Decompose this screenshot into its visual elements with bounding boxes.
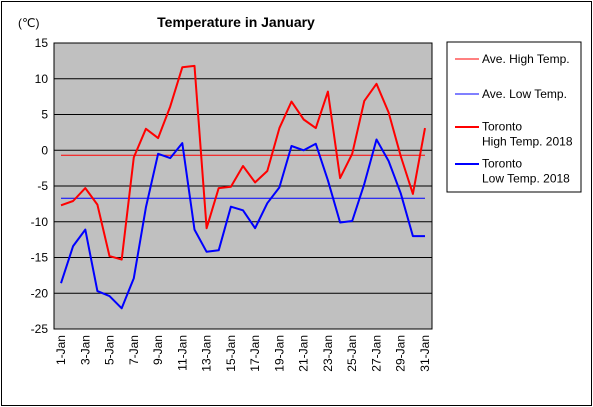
x-tick-label: 9-Jan	[151, 335, 165, 365]
legend-label: Ave. High Temp.	[482, 52, 570, 66]
y-axis-unit-label: (℃)	[18, 16, 39, 30]
legend	[446, 41, 582, 193]
legend-items: Ave. High Temp.Ave. Low Temp.TorontoHigh…	[455, 52, 573, 186]
y-tick-label: 0	[41, 143, 48, 157]
x-tick-label: 13-Jan	[200, 335, 214, 372]
x-tick-label: 23-Jan	[321, 335, 335, 372]
x-tick-label: 27-Jan	[369, 335, 383, 372]
y-tick-label: -25	[31, 322, 49, 336]
legend-label: Low Temp. 2018	[482, 172, 570, 186]
y-axis-ticks: 15 10 5 0 -5 -10 -15 -20 -25	[31, 36, 49, 336]
x-tick-label: 17-Jan	[248, 335, 262, 372]
y-tick-label: -15	[31, 251, 49, 265]
x-tick-label: 31-Jan	[418, 335, 432, 372]
y-tick-label: -5	[37, 179, 48, 193]
x-tick-label: 15-Jan	[224, 335, 238, 372]
y-tick-label: -20	[31, 286, 49, 300]
x-tick-label: 7-Jan	[127, 335, 141, 365]
legend-label: Ave. Low Temp.	[482, 87, 567, 101]
y-tick-label: 5	[41, 108, 48, 122]
legend-label: Toronto	[482, 157, 522, 171]
x-axis-ticks: 1-Jan 3-Jan 5-Jan 7-Jan 9-Jan 11-Jan 13-Jan 15-…	[54, 335, 432, 372]
x-tick-label: 11-Jan	[175, 335, 189, 371]
series-layer	[60, 64, 426, 310]
legend-label: High Temp. 2018	[482, 135, 573, 149]
x-tick-label: 21-Jan	[297, 335, 311, 372]
chart-title: Temperature in January	[157, 14, 315, 30]
x-tick-label: 5-Jan	[103, 335, 117, 365]
y-tick-label: 10	[35, 72, 49, 86]
x-tick-label: 3-Jan	[78, 335, 92, 365]
y-tick-label: -10	[31, 215, 49, 229]
series-line-3	[60, 64, 426, 261]
x-tick-label: 1-Jan	[54, 335, 68, 365]
series-line-4	[60, 138, 425, 310]
legend-label: Toronto	[482, 120, 522, 134]
x-tick-label: 29-Jan	[394, 335, 408, 372]
x-tick-label: 25-Jan	[345, 335, 359, 372]
y-tick-label: 15	[35, 36, 49, 50]
x-tick-label: 19-Jan	[272, 335, 286, 372]
